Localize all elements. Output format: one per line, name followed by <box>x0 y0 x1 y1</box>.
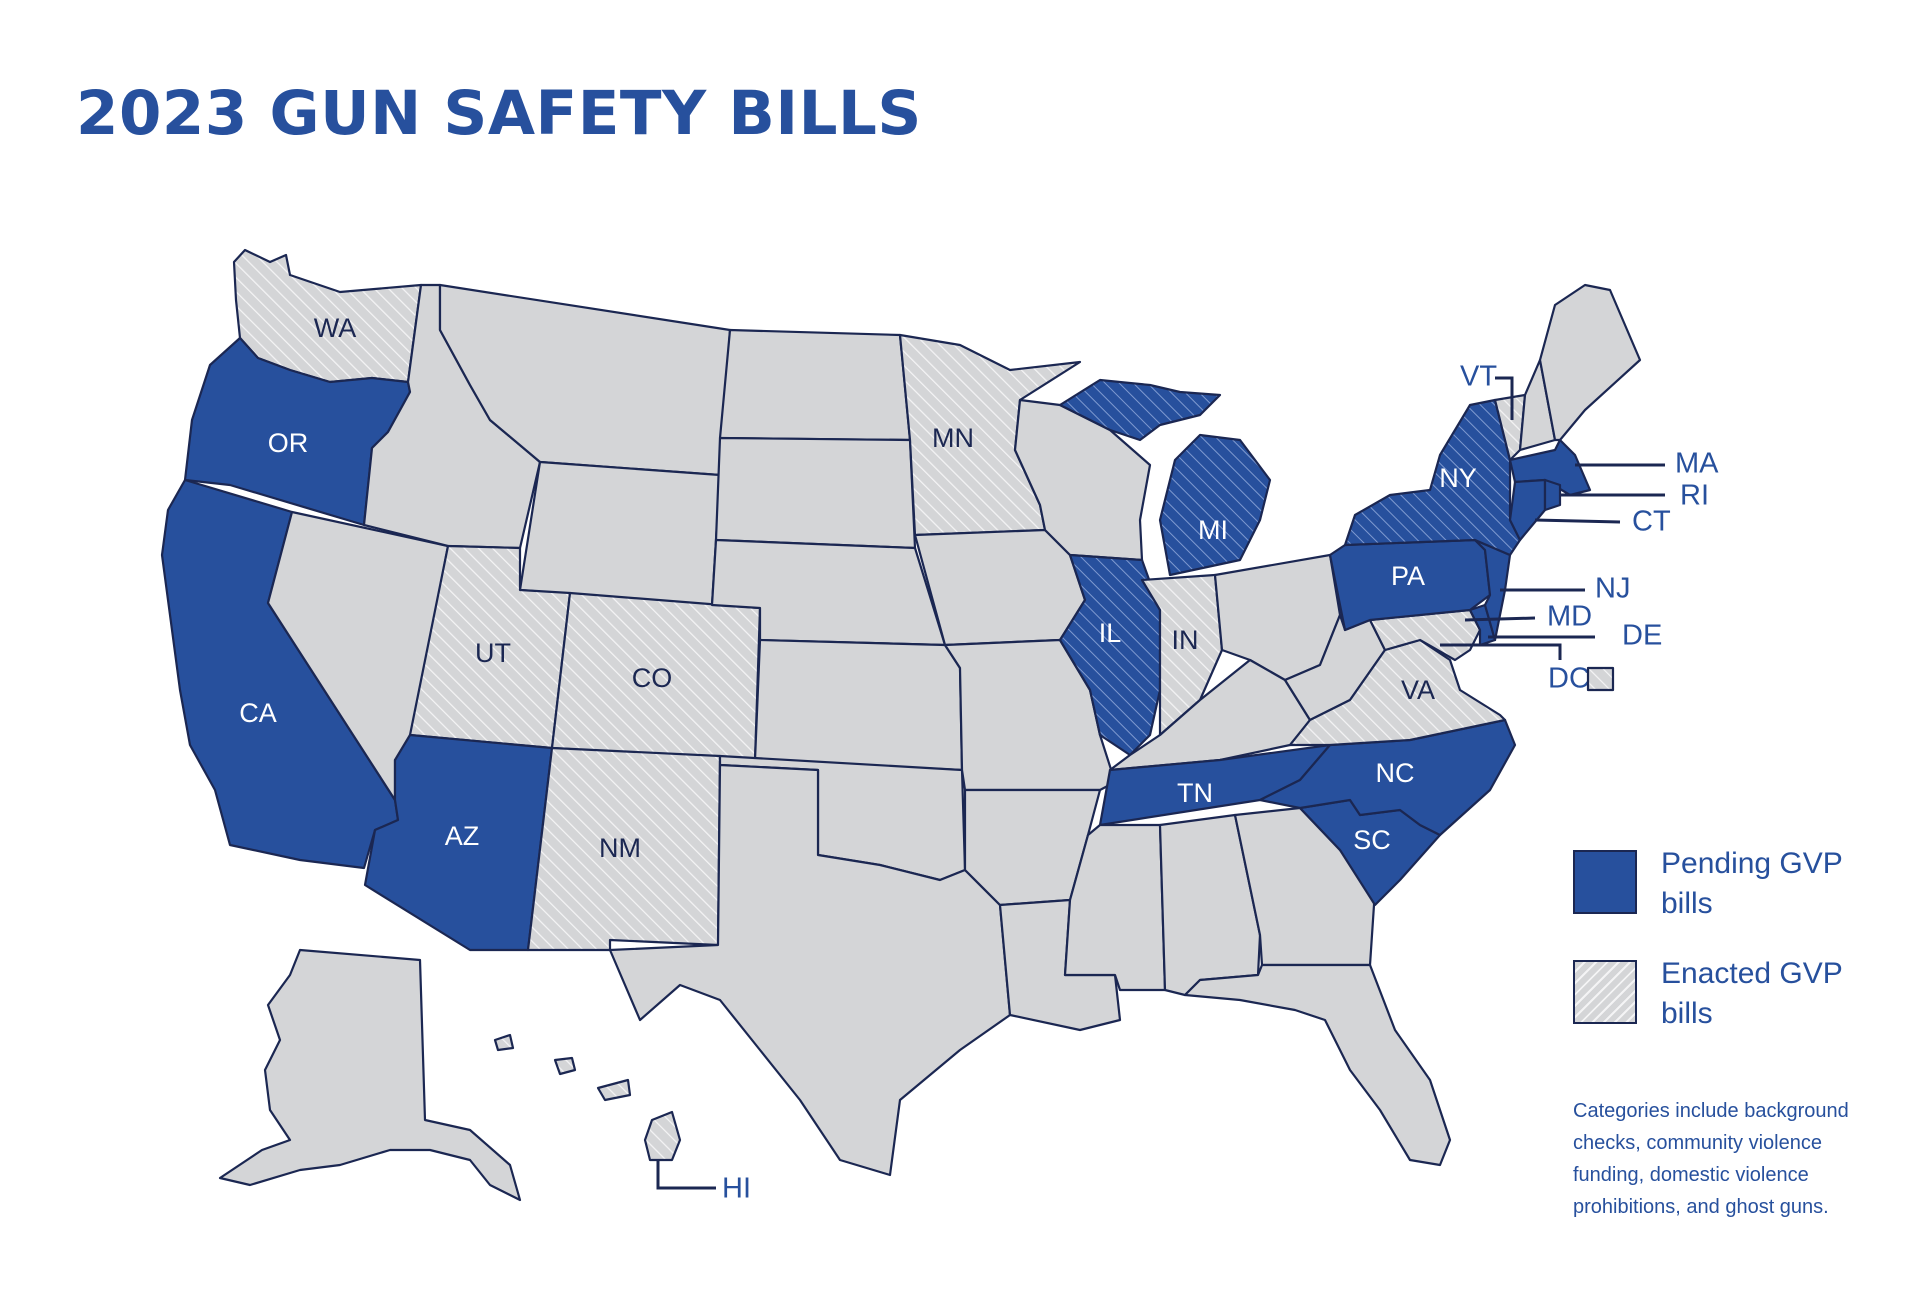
state-label-IN: IN <box>1172 625 1199 655</box>
callout-MA: MA <box>1675 448 1719 480</box>
state-label-MN: MN <box>932 423 974 453</box>
state-FL[interactable] <box>1183 963 1452 1167</box>
state-HI[interactable] <box>643 1110 682 1162</box>
callout-lines <box>656 376 1665 1190</box>
state-WI[interactable] <box>1013 398 1152 562</box>
state-label-WA: WA <box>314 313 357 343</box>
state-label-UT: UT <box>475 638 511 668</box>
state-MI[interactable] <box>1158 433 1272 577</box>
state-ME[interactable] <box>1538 283 1642 442</box>
state-label-CO: CO <box>632 663 673 693</box>
state-TX[interactable] <box>608 763 1012 1177</box>
state-label-AZ: AZ <box>445 821 480 851</box>
state-KS[interactable] <box>753 638 964 772</box>
state-label-NC: NC <box>1376 758 1415 788</box>
legend-enacted-label: Enacted GVP bills <box>1661 957 1843 1030</box>
state-HI-oahu[interactable] <box>553 1056 577 1076</box>
state-RI[interactable] <box>1543 478 1562 512</box>
state-label-NY: NY <box>1439 463 1477 493</box>
state-label-MI: MI <box>1198 515 1228 545</box>
state-CT[interactable] <box>1508 478 1547 542</box>
callout-DE: DE <box>1622 620 1662 652</box>
state-label-SC: SC <box>1353 825 1391 855</box>
state-label-OR: OR <box>268 428 309 458</box>
callout-HI: HI <box>722 1173 751 1205</box>
state-HI-maui[interactable] <box>596 1078 632 1102</box>
categories-note: Categories include background checks, co… <box>1573 1100 1849 1218</box>
state-SD[interactable] <box>714 436 917 550</box>
state-label-CA: CA <box>239 698 277 728</box>
map-title: 2023 GUN SAFETY BILLS <box>76 78 922 149</box>
state-label-VA: VA <box>1401 675 1435 705</box>
state-HI-kauai[interactable] <box>493 1033 515 1052</box>
state-label-IL: IL <box>1099 618 1122 648</box>
legend-pending-swatch <box>1573 850 1637 914</box>
state-VA[interactable] <box>1288 638 1507 747</box>
state-NJ[interactable] <box>1473 538 1512 642</box>
legend-pending-label: Pending GVP bills <box>1661 847 1843 920</box>
state-ND[interactable] <box>718 328 912 442</box>
callout-MD: MD <box>1547 601 1592 633</box>
callout-DC: DC <box>1548 663 1590 695</box>
state-label-PA: PA <box>1391 561 1425 591</box>
legend-enacted-swatch <box>1573 960 1637 1024</box>
state-IA[interactable] <box>913 528 1087 647</box>
callout-VT: VT <box>1460 361 1497 393</box>
state-AK[interactable] <box>218 948 522 1202</box>
callout-RI: RI <box>1680 480 1709 512</box>
callout-CT: CT <box>1632 506 1671 538</box>
callout-NJ: NJ <box>1595 573 1630 605</box>
state-MI-upper[interactable] <box>1058 378 1222 442</box>
state-label-TN: TN <box>1177 778 1213 808</box>
state-NY[interactable] <box>1343 398 1522 557</box>
state-DE[interactable] <box>1468 603 1497 647</box>
state-label-NM: NM <box>599 833 641 863</box>
state-WY[interactable] <box>518 460 722 607</box>
dc-swatch <box>1586 666 1615 692</box>
